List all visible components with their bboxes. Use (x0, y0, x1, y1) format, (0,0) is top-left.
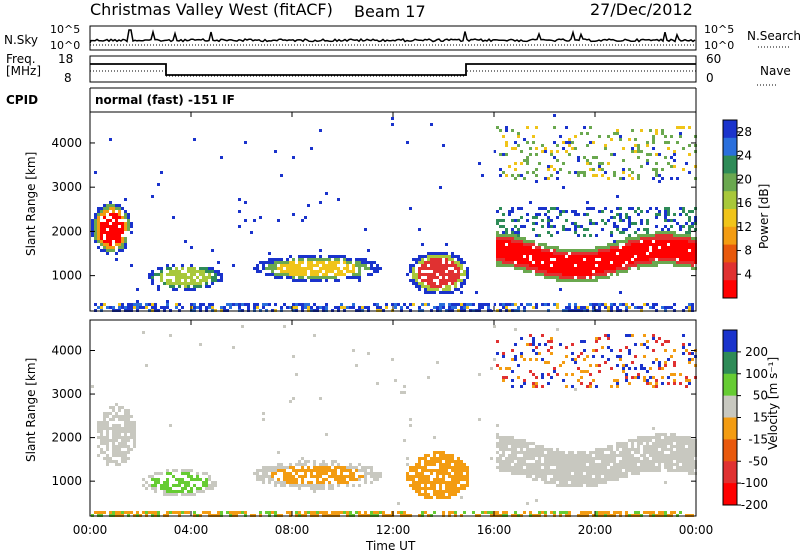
ytick-label: 1000 (51, 474, 82, 488)
ytick-label: 1000 (51, 269, 82, 283)
cpid-label: CPID (6, 93, 38, 107)
station-title: Christmas Valley West (fitACF) (90, 0, 333, 19)
colorbar-tick-label: 4 (744, 267, 752, 281)
nsearch-label: N.Search (747, 29, 800, 43)
colorbar-swatch (723, 330, 737, 353)
time-axis: 00:00 04:00 08:00 12:00 16:00 20:00 00:00 (73, 112, 714, 537)
xtick-label: 20:00 (578, 523, 613, 537)
xtick-label: 16:00 (477, 523, 512, 537)
velocity-ylabel: Slant Range [km] (24, 358, 38, 462)
nsky-tick-bottom: 10^0 (50, 39, 80, 52)
colorbar-swatch (723, 226, 737, 246)
colorbar-tick-label: -100 (741, 476, 768, 490)
colorbar-tick-label: 28 (737, 125, 752, 139)
ytick-label: 3000 (51, 180, 82, 194)
freq-panel: Freq. [MHz] 18 8 60 0 Nave (6, 52, 791, 86)
freq-label-2: [MHz] (6, 64, 41, 78)
date-label: 27/Dec/2012 (590, 0, 693, 19)
colorbar-swatch (723, 483, 737, 506)
colorbar-tick-label: 8 (744, 244, 752, 258)
nsearch-tick-bottom: 10^0 (704, 39, 734, 52)
nsky-tick-top: 10^5 (50, 23, 80, 36)
beam-label: Beam 17 (354, 2, 426, 21)
xtick-label: 12:00 (376, 523, 411, 537)
ytick-label: 4000 (51, 343, 82, 357)
colorbar-swatch (723, 137, 737, 157)
freq-tick-top: 18 (58, 52, 73, 66)
power-heatmap-cells (91, 113, 697, 312)
colorbar-swatch (723, 155, 737, 174)
colorbar-tick-label: 16 (737, 196, 752, 210)
xtick-label: 08:00 (275, 523, 310, 537)
colorbar-swatch (723, 417, 737, 440)
velocity-heatmap-cells (91, 325, 697, 517)
colorbar-swatch (723, 395, 737, 418)
velocity-panel: 1000 2000 3000 4000 Slant Range [km] 200 100… (24, 319, 780, 517)
nave-series (90, 70, 696, 77)
cpid-panel: CPID normal (fast) -151 IF (6, 87, 697, 112)
colorbar-swatch (723, 262, 737, 281)
colorbar-tick-label: 12 (737, 220, 752, 234)
ytick-label: 2000 (51, 224, 82, 238)
nave-tick-top: 60 (706, 52, 721, 66)
ytick-label: 2000 (51, 431, 82, 445)
colorbar-swatch (723, 351, 737, 375)
colorbar-tick-label: 50 (753, 389, 768, 403)
nave-tick-bottom: 0 (706, 71, 714, 85)
xtick-label: 00:00 (679, 523, 714, 537)
nsky-panel: N.Sky 10^5 10^0 10^5 10^0 N.Search (4, 23, 800, 52)
colorbar-swatch (723, 461, 737, 484)
colorbar-tick-label: 100 (745, 367, 768, 381)
nsky-label: N.Sky (4, 33, 38, 47)
colorbar-swatch (723, 439, 737, 462)
cpid-text: normal (fast) -151 IF (95, 93, 235, 107)
nsky-series (89, 29, 696, 44)
freq-label-1: Freq. (6, 52, 36, 66)
velocity-colorbar-label: Velocity [m s⁻¹] (766, 357, 780, 450)
colorbar-tick-label: -50 (748, 454, 768, 468)
colorbar-swatch (723, 280, 737, 299)
colorbar-tick-label: 24 (737, 149, 752, 163)
nave-label: Nave (760, 64, 791, 78)
xtick-label: 04:00 (174, 523, 209, 537)
colorbar-tick-label: -200 (741, 498, 768, 512)
colorbar-tick-label: 20 (737, 172, 752, 186)
colorbar-swatch (723, 191, 737, 210)
colorbar-swatch (723, 173, 737, 192)
power-ylabel: Slant Range [km] (24, 152, 38, 256)
power-colorbar-label: Power [dB] (757, 184, 771, 249)
colorbar-swatch (723, 373, 737, 397)
power-colorbar: 4 8 12 16 20 24 28 (722, 119, 752, 299)
colorbar-tick-label: -15 (748, 432, 768, 446)
colorbar-swatch (723, 120, 737, 139)
colorbar-tick-label: 200 (745, 345, 768, 359)
xtick-label: 00:00 (73, 523, 108, 537)
xlabel: Time UT (365, 539, 416, 553)
freq-series (90, 63, 696, 76)
colorbar-tick-label: 15 (753, 411, 768, 425)
freq-tick-bottom: 8 (64, 71, 72, 85)
velocity-colorbar: 200 100 50 15 -15 -50 -100 -200 (722, 329, 768, 512)
colorbar-swatch (723, 244, 737, 263)
nsearch-tick-top: 10^5 (704, 23, 734, 36)
ytick-label: 4000 (51, 136, 82, 150)
colorbar-swatch (723, 209, 737, 228)
ytick-label: 3000 (51, 387, 82, 401)
power-panel: 1000 2000 3000 4000 Slant Range [km] 4 8 12 16… (24, 111, 771, 312)
